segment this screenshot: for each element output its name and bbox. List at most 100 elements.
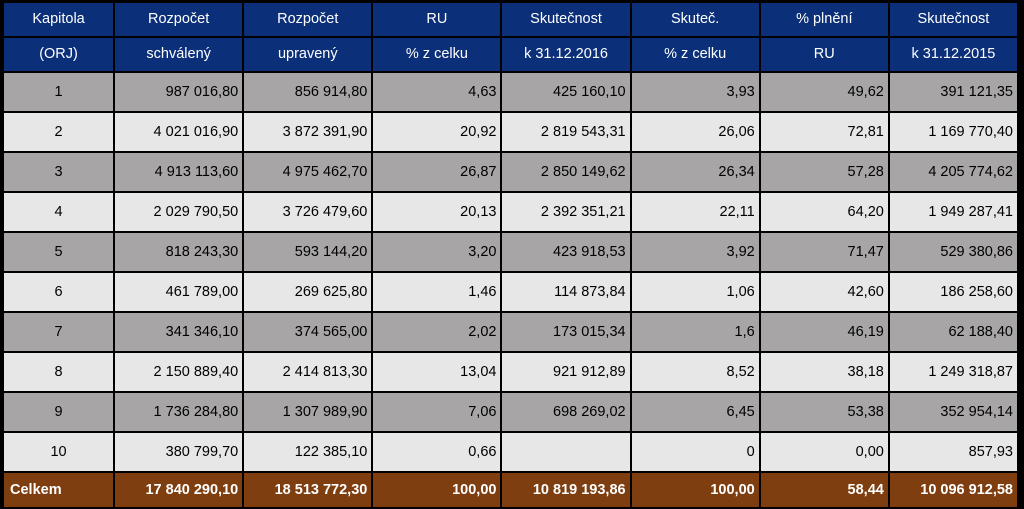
cell-rozpocet-schvaleny: 987 016,80 <box>115 73 243 111</box>
table-row: 5 818 243,30 593 144,20 3,20 423 918,53 3,92 7… <box>4 233 1017 271</box>
cell-skutec-pct: 26,34 <box>631 153 759 191</box>
cell-plneni-ru: 57,28 <box>760 153 888 191</box>
header-skutec-pct-bottom: % z celku <box>631 38 759 71</box>
cell-skutecnost-2016: 921 912,89 <box>502 353 630 391</box>
cell-rozpocet-upraveny: 122 385,10 <box>244 433 372 471</box>
cell-ru-pct: 2,02 <box>373 313 501 351</box>
table-row: 10 380 799,70 122 385,10 0,66 0 0,00 857,93 <box>4 433 1017 471</box>
header-row-2: (ORJ) schválený upravený% z celku k 31.12.2… <box>4 38 1017 71</box>
cell-rozpocet-schvaleny: 341 346,10 <box>115 313 243 351</box>
header-skutecnost-2016-bottom: k 31.12.2016 <box>502 38 630 71</box>
header-skutecnost-2015-bottom: k 31.12.2015 <box>889 38 1017 71</box>
cell-kapitola: 4 <box>4 193 114 231</box>
cell-skutec-pct: 1,06 <box>631 273 759 311</box>
header-row-1: Kapitola Rozpočet Rozpočet RU Skutečnost Skut… <box>4 3 1017 36</box>
total-ru-pct: 100,00 <box>373 473 501 507</box>
cell-ru-pct: 13,04 <box>373 353 501 391</box>
cell-skutecnost-2015: 857,93 <box>889 433 1017 471</box>
cell-skutecnost-2016: 2 850 149,62 <box>502 153 630 191</box>
cell-skutec-pct: 3,92 <box>631 233 759 271</box>
cell-rozpocet-schvaleny: 2 150 889,40 <box>115 353 243 391</box>
header-rozpocet-upraveny-bottom: upravený <box>244 38 372 71</box>
header-ru-pct-top: RU <box>373 3 501 36</box>
cell-rozpocet-schvaleny: 818 243,30 <box>115 233 243 271</box>
cell-ru-pct: 20,13 <box>373 193 501 231</box>
cell-kapitola: 6 <box>4 273 114 311</box>
header-skutecnost-2016-top: Skutečnost <box>502 3 630 36</box>
cell-rozpocet-upraveny: 374 565,00 <box>244 313 372 351</box>
table-body: 1 987 016,80 856 914,80 4,63 425 160,10 3,93 4… <box>4 73 1017 471</box>
cell-skutecnost-2016: 2 392 351,21 <box>502 193 630 231</box>
table-row: 7 341 346,10 374 565,00 2,02 173 015,34 1,6 46… <box>4 313 1017 351</box>
cell-ru-pct: 0,66 <box>373 433 501 471</box>
cell-ru-pct: 7,06 <box>373 393 501 431</box>
table-row: 6 461 789,00 269 625,80 1,46 114 873,84 1,06 4… <box>4 273 1017 311</box>
cell-rozpocet-schvaleny: 461 789,00 <box>115 273 243 311</box>
total-plneni-ru: 58,44 <box>760 473 888 507</box>
cell-kapitola: 9 <box>4 393 114 431</box>
cell-kapitola: 5 <box>4 233 114 271</box>
cell-skutecnost-2015: 1 249 318,87 <box>889 353 1017 391</box>
header-rozpocet-schvaleny-top: Rozpočet <box>115 3 243 36</box>
cell-skutecnost-2016: 2 819 543,31 <box>502 113 630 151</box>
cell-plneni-ru: 72,81 <box>760 113 888 151</box>
header-ru-pct-bottom: % z celku <box>373 38 501 71</box>
cell-rozpocet-schvaleny: 1 736 284,80 <box>115 393 243 431</box>
table-footer: Celkem 17 840 290,10 18 513 772,30 100,00 10… <box>4 473 1017 507</box>
total-rozpocet-schvaleny: 17 840 290,10 <box>115 473 243 507</box>
cell-plneni-ru: 49,62 <box>760 73 888 111</box>
table-row: 1 987 016,80 856 914,80 4,63 425 160,10 3,93 4… <box>4 73 1017 111</box>
cell-rozpocet-upraveny: 269 625,80 <box>244 273 372 311</box>
cell-skutec-pct: 26,06 <box>631 113 759 151</box>
cell-ru-pct: 3,20 <box>373 233 501 271</box>
cell-skutecnost-2016 <box>502 433 630 471</box>
cell-plneni-ru: 64,20 <box>760 193 888 231</box>
cell-skutecnost-2016: 698 269,02 <box>502 393 630 431</box>
header-plneni-ru-top: % plnění <box>760 3 888 36</box>
table-header: Kapitola Rozpočet Rozpočet RU Skutečnost Skut… <box>4 3 1017 71</box>
cell-rozpocet-upraveny: 1 307 989,90 <box>244 393 372 431</box>
header-skutec-pct-top: Skuteč. <box>631 3 759 36</box>
cell-skutec-pct: 3,93 <box>631 73 759 111</box>
cell-skutec-pct: 1,6 <box>631 313 759 351</box>
cell-plneni-ru: 0,00 <box>760 433 888 471</box>
total-rozpocet-upraveny: 18 513 772,30 <box>244 473 372 507</box>
cell-skutecnost-2016: 425 160,10 <box>502 73 630 111</box>
cell-skutecnost-2015: 62 188,40 <box>889 313 1017 351</box>
cell-plneni-ru: 53,38 <box>760 393 888 431</box>
total-skutecnost-2016: 10 819 193,86 <box>502 473 630 507</box>
header-rozpocet-upraveny-top: Rozpočet <box>244 3 372 36</box>
cell-rozpocet-schvaleny: 4 913 113,60 <box>115 153 243 191</box>
cell-ru-pct: 26,87 <box>373 153 501 191</box>
cell-ru-pct: 4,63 <box>373 73 501 111</box>
cell-rozpocet-upraveny: 3 726 479,60 <box>244 193 372 231</box>
cell-kapitola: 2 <box>4 113 114 151</box>
cell-rozpocet-schvaleny: 2 029 790,50 <box>115 193 243 231</box>
cell-kapitola: 7 <box>4 313 114 351</box>
cell-kapitola: 3 <box>4 153 114 191</box>
cell-plneni-ru: 42,60 <box>760 273 888 311</box>
cell-skutecnost-2016: 114 873,84 <box>502 273 630 311</box>
cell-skutecnost-2015: 529 380,86 <box>889 233 1017 271</box>
cell-skutecnost-2015: 391 121,35 <box>889 73 1017 111</box>
cell-kapitola: 1 <box>4 73 114 111</box>
cell-kapitola: 8 <box>4 353 114 391</box>
total-label: Celkem <box>4 473 114 507</box>
header-plneni-ru-bottom: RU <box>760 38 888 71</box>
cell-rozpocet-upraveny: 4 975 462,70 <box>244 153 372 191</box>
cell-plneni-ru: 46,19 <box>760 313 888 351</box>
cell-rozpocet-upraveny: 2 414 813,30 <box>244 353 372 391</box>
total-skutec-pct: 100,00 <box>631 473 759 507</box>
cell-skutecnost-2015: 4 205 774,62 <box>889 153 1017 191</box>
total-row: Celkem 17 840 290,10 18 513 772,30 100,00 10… <box>4 473 1017 507</box>
cell-rozpocet-schvaleny: 4 021 016,90 <box>115 113 243 151</box>
cell-rozpocet-upraveny: 856 914,80 <box>244 73 372 111</box>
header-skutecnost-2015-top: Skutečnost <box>889 3 1017 36</box>
cell-skutecnost-2015: 352 954,14 <box>889 393 1017 431</box>
cell-skutecnost-2015: 1 949 287,41 <box>889 193 1017 231</box>
